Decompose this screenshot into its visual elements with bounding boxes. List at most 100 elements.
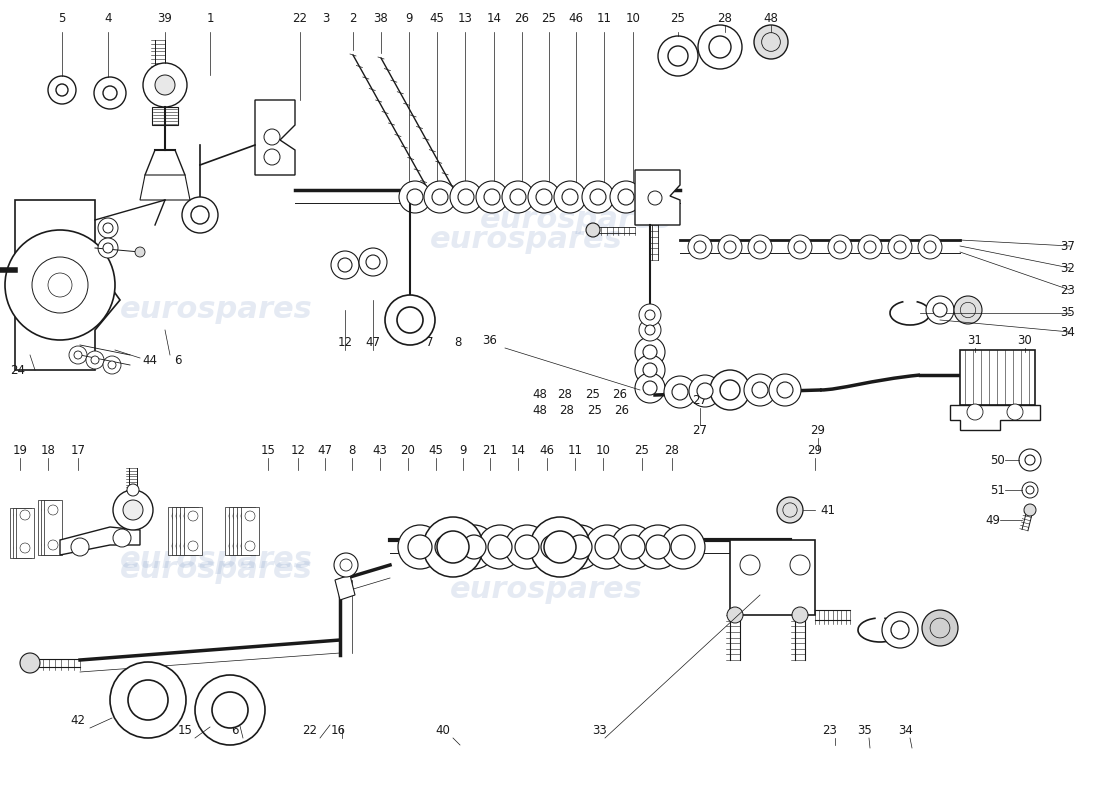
Text: 23: 23 bbox=[1060, 283, 1075, 297]
Circle shape bbox=[531, 525, 575, 569]
Circle shape bbox=[110, 662, 186, 738]
Circle shape bbox=[432, 189, 448, 205]
Circle shape bbox=[562, 189, 578, 205]
Polygon shape bbox=[39, 500, 56, 555]
Polygon shape bbox=[15, 200, 120, 370]
Text: 14: 14 bbox=[510, 443, 526, 457]
Text: 28: 28 bbox=[717, 11, 733, 25]
Text: 9: 9 bbox=[405, 11, 412, 25]
Circle shape bbox=[32, 257, 88, 313]
Text: 39: 39 bbox=[157, 11, 173, 25]
Circle shape bbox=[894, 241, 906, 253]
Text: 8: 8 bbox=[454, 335, 462, 349]
Circle shape bbox=[888, 235, 912, 259]
Circle shape bbox=[462, 535, 486, 559]
Circle shape bbox=[777, 382, 793, 398]
Circle shape bbox=[143, 63, 187, 107]
Polygon shape bbox=[236, 507, 255, 555]
Text: 30: 30 bbox=[1018, 334, 1033, 346]
Circle shape bbox=[698, 25, 742, 69]
Circle shape bbox=[710, 370, 750, 410]
Circle shape bbox=[926, 296, 954, 324]
Circle shape bbox=[103, 223, 113, 233]
Text: 48: 48 bbox=[763, 11, 779, 25]
Circle shape bbox=[103, 243, 113, 253]
Text: 11: 11 bbox=[596, 11, 612, 25]
Circle shape bbox=[582, 181, 614, 213]
Text: 22: 22 bbox=[302, 723, 318, 737]
Circle shape bbox=[191, 206, 209, 224]
Circle shape bbox=[452, 525, 496, 569]
Circle shape bbox=[661, 525, 705, 569]
Circle shape bbox=[72, 538, 89, 556]
Circle shape bbox=[585, 525, 629, 569]
Circle shape bbox=[20, 543, 30, 553]
Text: 6: 6 bbox=[231, 723, 239, 737]
Circle shape bbox=[331, 251, 359, 279]
Circle shape bbox=[834, 241, 846, 253]
Circle shape bbox=[74, 351, 82, 359]
Circle shape bbox=[245, 541, 255, 551]
Circle shape bbox=[176, 511, 186, 521]
Text: 15: 15 bbox=[177, 723, 192, 737]
Circle shape bbox=[155, 75, 175, 95]
Polygon shape bbox=[241, 507, 258, 555]
Circle shape bbox=[397, 307, 424, 333]
Circle shape bbox=[924, 241, 936, 253]
Circle shape bbox=[16, 543, 28, 553]
Circle shape bbox=[94, 77, 126, 109]
Text: 33: 33 bbox=[593, 723, 607, 737]
Circle shape bbox=[123, 500, 143, 520]
Text: 43: 43 bbox=[373, 443, 387, 457]
Circle shape bbox=[710, 36, 732, 58]
Text: 17: 17 bbox=[70, 443, 86, 457]
Circle shape bbox=[777, 497, 803, 523]
Circle shape bbox=[740, 555, 760, 575]
Circle shape bbox=[212, 692, 248, 728]
Circle shape bbox=[1025, 455, 1035, 465]
Circle shape bbox=[48, 76, 76, 104]
Text: 27: 27 bbox=[693, 394, 707, 406]
Text: eurospares: eurospares bbox=[120, 555, 312, 585]
Text: eurospares: eurospares bbox=[120, 295, 312, 325]
Circle shape bbox=[229, 541, 239, 551]
Text: 35: 35 bbox=[1060, 306, 1075, 319]
Circle shape bbox=[407, 189, 424, 205]
Circle shape bbox=[45, 540, 55, 550]
Circle shape bbox=[108, 361, 115, 369]
Circle shape bbox=[172, 511, 182, 521]
Text: 37: 37 bbox=[1060, 239, 1075, 253]
Circle shape bbox=[408, 535, 432, 559]
Text: 23: 23 bbox=[823, 723, 837, 737]
Circle shape bbox=[515, 535, 539, 559]
Circle shape bbox=[792, 607, 808, 623]
Text: 29: 29 bbox=[811, 423, 825, 437]
Text: 25: 25 bbox=[587, 403, 603, 417]
Circle shape bbox=[48, 540, 58, 550]
Circle shape bbox=[689, 375, 720, 407]
Circle shape bbox=[425, 525, 469, 569]
Circle shape bbox=[340, 559, 352, 571]
Text: 1: 1 bbox=[207, 11, 213, 25]
Text: 28: 28 bbox=[558, 389, 572, 402]
Circle shape bbox=[180, 511, 190, 521]
Text: 25: 25 bbox=[671, 11, 685, 25]
Circle shape bbox=[558, 525, 602, 569]
Text: 44: 44 bbox=[143, 354, 157, 366]
Text: 47: 47 bbox=[318, 443, 332, 457]
Text: 41: 41 bbox=[820, 503, 835, 517]
Text: 9: 9 bbox=[460, 443, 466, 457]
Circle shape bbox=[720, 380, 740, 400]
Polygon shape bbox=[950, 405, 1040, 430]
Text: 28: 28 bbox=[560, 403, 574, 417]
Text: 20: 20 bbox=[400, 443, 416, 457]
Circle shape bbox=[1022, 482, 1038, 498]
Text: 16: 16 bbox=[330, 723, 345, 737]
Polygon shape bbox=[233, 507, 251, 555]
Circle shape bbox=[644, 345, 657, 359]
Text: 31: 31 bbox=[968, 334, 982, 346]
Circle shape bbox=[91, 356, 99, 364]
Circle shape bbox=[172, 541, 182, 551]
Text: 35: 35 bbox=[858, 723, 872, 737]
Circle shape bbox=[610, 181, 642, 213]
